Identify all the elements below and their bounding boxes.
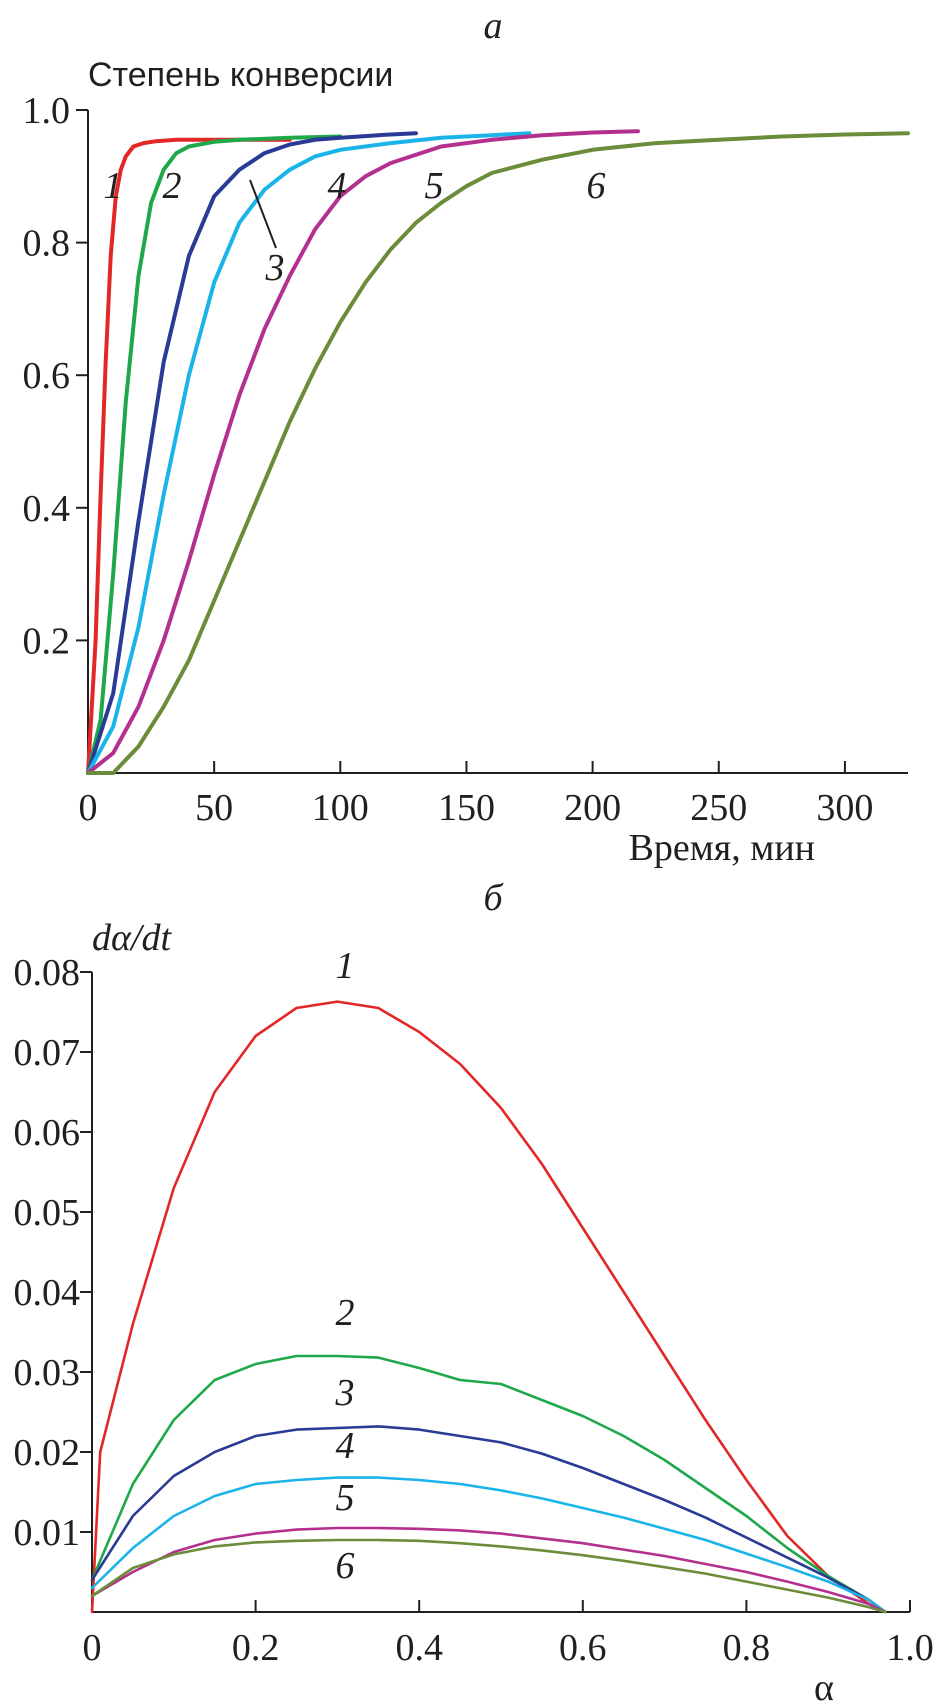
panel-a-series-4-label: 4 bbox=[328, 165, 347, 207]
panel-a-series-2-line bbox=[86, 134, 343, 775]
panel-a-series-2-label: 2 bbox=[163, 165, 182, 207]
panel-a-x-tick-label: 100 bbox=[312, 787, 369, 829]
panel-a-x-tick-label: 150 bbox=[438, 787, 495, 829]
panel-b-series-4-line bbox=[90, 1476, 887, 1614]
panel-a-curve-labels: 1 2 3 4 5 6 bbox=[104, 165, 606, 289]
panel-a-y-axis-title: Степень конверсии bbox=[88, 56, 393, 94]
panel-b-x-tick-label: 0.8 bbox=[723, 1627, 771, 1669]
panel-b-series-5-line bbox=[90, 1526, 887, 1614]
panel-a-plot: а Степень конверсии Время, мин 0 50 100 150… bbox=[23, 5, 910, 869]
panel-b-x-tick-label: 0.4 bbox=[395, 1627, 443, 1669]
panel-a-y-tick-label: 0.2 bbox=[23, 620, 71, 662]
panel-a-x-tick-label: 250 bbox=[690, 787, 747, 829]
panel-b-curves bbox=[90, 1000, 887, 1614]
panel-a-series-5-label: 5 bbox=[425, 165, 444, 207]
panel-b-series-3-line bbox=[90, 1425, 887, 1614]
panel-a-letter: а bbox=[484, 5, 503, 47]
panel-b-x-tick-label: 0.2 bbox=[232, 1627, 280, 1669]
panel-b-series-4-label: 4 bbox=[336, 1425, 355, 1467]
panel-b-letter: б bbox=[483, 877, 504, 919]
panel-b-y-tick-label: 0.01 bbox=[14, 1512, 81, 1554]
panel-a-series-1-label: 1 bbox=[104, 165, 123, 207]
panel-b-y-tick-label: 0.03 bbox=[14, 1352, 81, 1394]
panel-b-x-tick-label: 1.0 bbox=[886, 1627, 934, 1669]
panel-b-x-tick-label: 0 bbox=[83, 1627, 102, 1669]
panel-a-y-tick-label: 0.4 bbox=[23, 488, 71, 530]
panel-b-y-axis-title: dα/dt bbox=[92, 917, 173, 959]
panel-a-series-3-label: 3 bbox=[265, 247, 285, 289]
panel-a-axes: 0 50 100 150 200 250 300 0.2 0.4 0.6 0.8 1.0 bbox=[23, 90, 908, 829]
panel-b-y-tick-label: 0.04 bbox=[14, 1272, 81, 1314]
panel-a-series-3-leader-line bbox=[249, 179, 277, 249]
panel-a-series-6-line bbox=[86, 131, 910, 775]
panel-b-y-tick-label: 0.02 bbox=[14, 1432, 81, 1474]
panel-a-series-6-label: 6 bbox=[587, 165, 606, 207]
panel-b-series-2-label: 2 bbox=[336, 1292, 355, 1334]
panel-b-y-tick-label: 0.08 bbox=[14, 952, 81, 994]
panel-a-series-5-line bbox=[86, 129, 640, 775]
panel-b-x-tick-label: 0.6 bbox=[559, 1627, 607, 1669]
panel-b-x-axis-title: α bbox=[814, 1667, 834, 1706]
panel-b-series-2-line bbox=[90, 1354, 887, 1614]
panel-a-y-tick-label: 1.0 bbox=[23, 90, 71, 132]
panel-a-x-tick-label: 300 bbox=[816, 787, 873, 829]
panel-a-curves bbox=[86, 129, 910, 775]
panel-b-series-6-label: 6 bbox=[336, 1545, 355, 1587]
panel-b-series-1-line bbox=[90, 1000, 887, 1614]
panel-b-series-5-label: 5 bbox=[336, 1477, 355, 1519]
panel-b-y-tick-label: 0.05 bbox=[14, 1192, 81, 1234]
panel-a-x-axis-title: Время, мин bbox=[629, 827, 815, 869]
panel-a-series-1-line bbox=[86, 137, 292, 775]
panel-b-y-tick-label: 0.06 bbox=[14, 1112, 81, 1154]
panel-b-curve-labels: 1 2 3 4 5 6 bbox=[335, 945, 355, 1587]
panel-a-series-4-line bbox=[86, 131, 532, 775]
panel-a-y-tick-label: 0.8 bbox=[23, 223, 71, 265]
panel-b-y-tick-label: 0.07 bbox=[14, 1032, 81, 1074]
panel-b-series-1-label: 1 bbox=[336, 945, 355, 987]
panel-a-x-tick-label: 200 bbox=[564, 787, 621, 829]
panel-a-x-tick-label: 50 bbox=[195, 787, 233, 829]
panel-b-plot: б dα/dt α 0 0.2 0.4 0.6 0.8 1.0 0.01 0.02 0.03 0.… bbox=[14, 877, 934, 1706]
panel-a-y-tick-label: 0.6 bbox=[23, 355, 71, 397]
panel-b-series-6-line bbox=[90, 1538, 887, 1614]
panel-b-axes: 0 0.2 0.4 0.6 0.8 1.0 0.01 0.02 0.03 0.04 0.05 0.06… bbox=[14, 952, 934, 1669]
panel-b-series-3-label: 3 bbox=[335, 1372, 355, 1414]
panel-a-series-3-line bbox=[86, 131, 418, 775]
panel-a-x-tick-label: 0 bbox=[79, 787, 98, 829]
